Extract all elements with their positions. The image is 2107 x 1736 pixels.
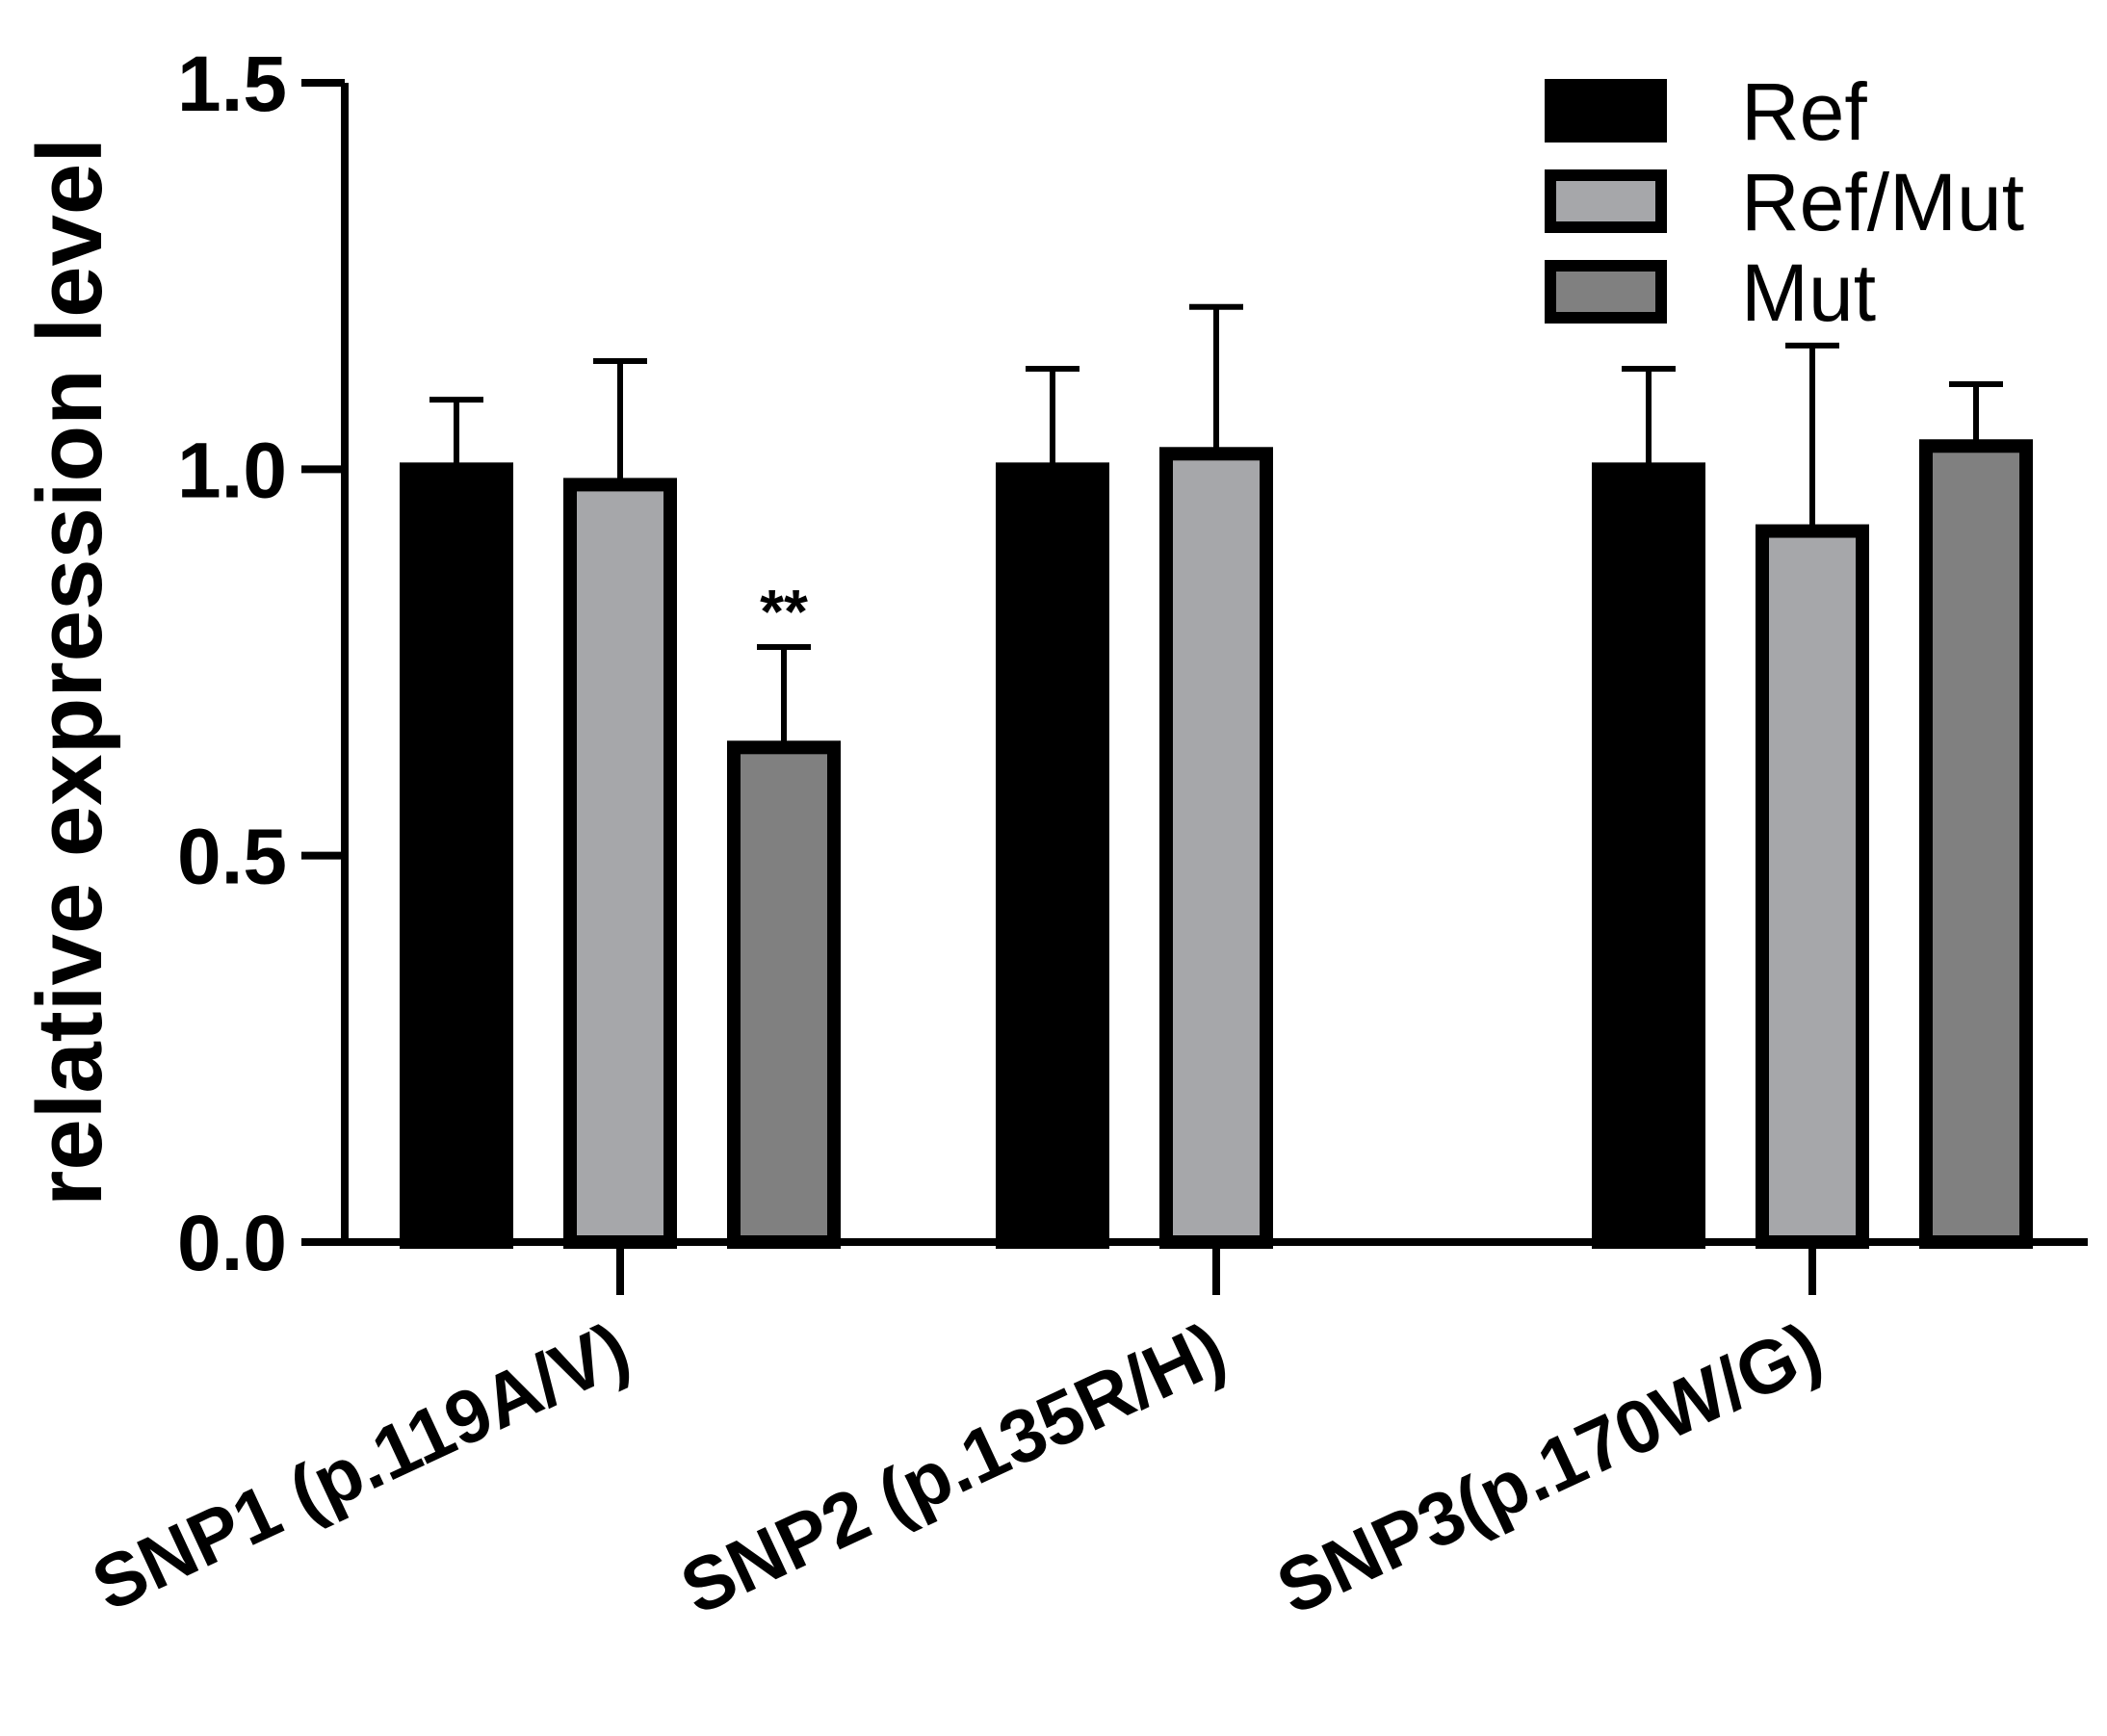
y-tick-label: 0.0 xyxy=(177,1200,287,1287)
legend-swatch xyxy=(1545,169,1667,233)
bar-ref-mut xyxy=(563,478,677,1249)
bar-mut xyxy=(727,740,841,1249)
bar-ref xyxy=(1592,462,1705,1250)
x-tick-label: SNP2 (p.135R/H) xyxy=(668,1306,1237,1631)
x-tick-label: SNP3(p.170W/G) xyxy=(1264,1306,1834,1631)
y-tick-label: 1.0 xyxy=(177,427,287,514)
bar-mut xyxy=(1919,439,2033,1249)
annotations: ** xyxy=(760,577,808,646)
bars-layer xyxy=(400,303,2033,1250)
bar-ref-mut xyxy=(1159,447,1273,1249)
bar-ref xyxy=(996,462,1109,1250)
y-ticks: 0.0 0.5 1.0 1.5 xyxy=(177,40,345,1287)
y-axis-title: relative expression level xyxy=(18,138,121,1206)
y-tick-label: 0.5 xyxy=(177,814,287,901)
legend-label: Ref/Mut xyxy=(1741,157,2024,247)
bar-ref-mut xyxy=(1756,524,1869,1249)
legend-label: Mut xyxy=(1741,247,1876,338)
y-tick-label: 1.5 xyxy=(177,40,287,128)
significance-marker: ** xyxy=(760,577,808,646)
legend-swatch xyxy=(1545,79,1667,143)
legend-swatch xyxy=(1545,260,1667,324)
bar-ref xyxy=(400,462,513,1250)
axes-layer xyxy=(301,83,2088,1246)
x-tick-label: SNP1 (p.119A/V) xyxy=(80,1306,641,1627)
legend-label: Ref xyxy=(1741,66,1867,157)
x-ticks: SNP1 (p.119A/V) SNP2 (p.135R/H) SNP3(p.170… xyxy=(80,1242,1834,1631)
